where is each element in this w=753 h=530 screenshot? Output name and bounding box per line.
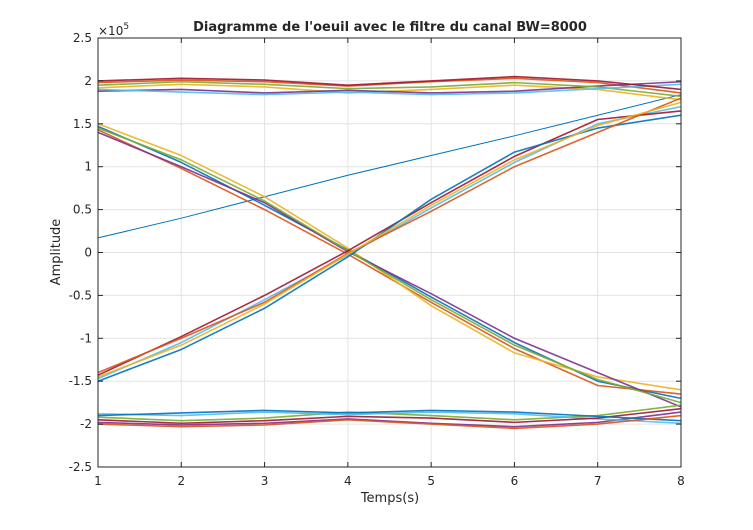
series-line [97,407,682,425]
y-tick-label: 1.5 [73,117,92,131]
series-line [97,77,682,94]
y-tick-label: 2 [84,74,92,88]
series-line [97,127,682,404]
y-tick-label: -1 [80,331,92,345]
series-line [97,110,682,376]
y-tick-label: 0.5 [73,203,92,217]
y-tick-label: -2.5 [69,460,92,474]
y-tick-label: 2.5 [73,31,92,45]
x-axis-label: Temps(s) [360,491,419,506]
y-exponent-label: ×105 [98,22,129,38]
series-line [97,75,682,91]
y-tick-label: 0 [84,246,92,260]
x-tick-label: 3 [261,474,269,488]
x-tick-label: 5 [427,474,435,488]
series-line [97,97,682,374]
y-tick-label: -1.5 [69,374,92,388]
series-line [97,94,682,239]
x-tick-label: 7 [594,474,602,488]
x-tick-label: 6 [511,474,519,488]
series-group [97,75,682,430]
y-tick-label: -2 [80,417,92,431]
y-tick-label: -0.5 [69,288,92,302]
series-line [97,101,682,378]
series-line [97,131,682,408]
x-tick-label: 1 [94,474,102,488]
series-line [97,414,682,430]
x-tick-label: 4 [344,474,352,488]
series-line [97,129,682,395]
chart-title: Diagramme de l'oeuil avec le filtre du c… [193,20,587,35]
series-line [97,409,682,422]
y-exponent-base: ×10 [98,24,123,38]
y-tick-label: 1 [84,160,92,174]
x-tick-label: 8 [677,474,685,488]
series-line [97,411,682,428]
series-line [97,80,682,98]
ticks: 1 2 3 4 5 6 7 8 -2.5 -2 -1.5 -1 -0.5 0 0.5 1 1.5 2 2.5 [69,31,685,488]
series-line [97,83,682,96]
x-tick-label: 2 [177,474,185,488]
y-exponent-power: 5 [123,22,129,32]
y-axis-label: Amplitude [49,219,64,286]
